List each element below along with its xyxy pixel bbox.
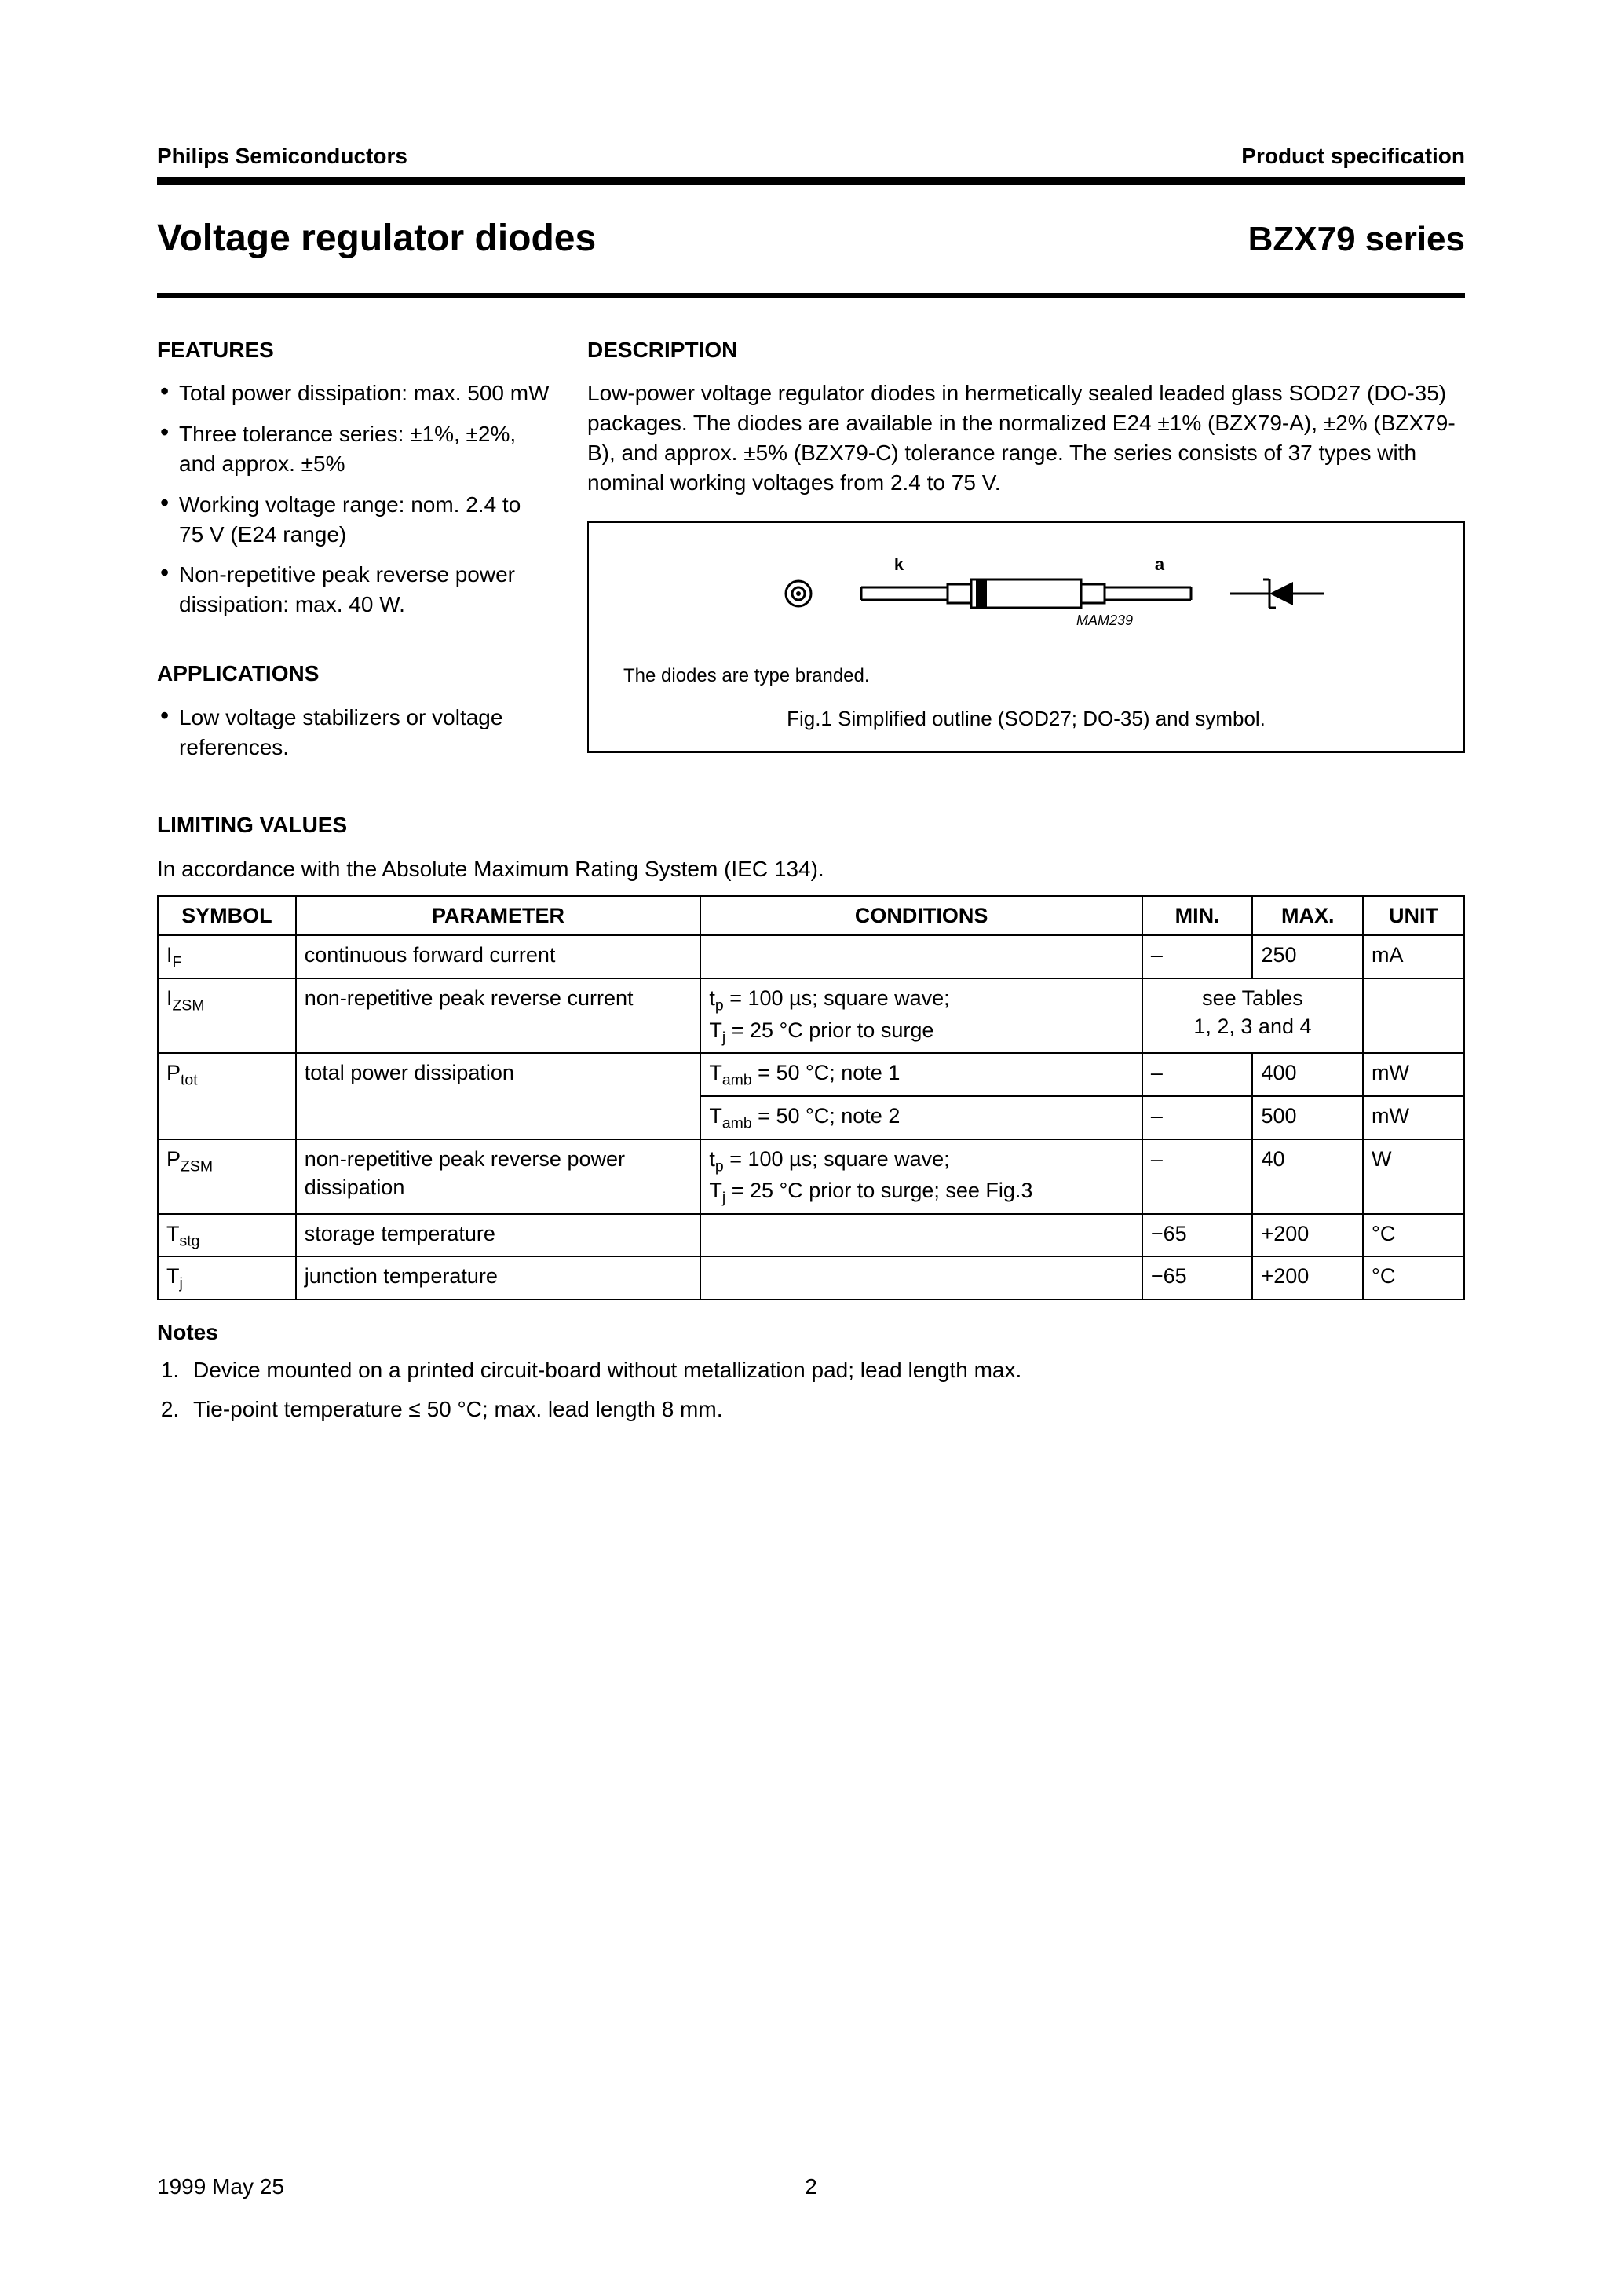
header-right: Product specification xyxy=(1241,141,1465,171)
cell-conditions xyxy=(700,1256,1142,1300)
cell-conditions xyxy=(700,1214,1142,1257)
cell-unit: °C xyxy=(1363,1256,1464,1300)
cell-min: – xyxy=(1142,1053,1253,1096)
cell-conditions xyxy=(700,935,1142,978)
cell-parameter: storage temperature xyxy=(296,1214,701,1257)
cell-max: +200 xyxy=(1252,1214,1363,1257)
cell-conditions: Tamb = 50 °C; note 2 xyxy=(700,1096,1142,1139)
figure-note: The diodes are type branded. xyxy=(623,664,1445,689)
list-item: Tie-point temperature ≤ 50 °C; max. lead… xyxy=(185,1395,1465,1424)
cell-max: 400 xyxy=(1252,1053,1363,1096)
table-row: PZSMnon-repetitive peak reverse power di… xyxy=(158,1139,1464,1214)
rule-top xyxy=(157,177,1465,185)
cell-min: – xyxy=(1142,935,1253,978)
cell-unit: W xyxy=(1363,1139,1464,1214)
list-item: Working voltage range: nom. 2.4 to 75 V … xyxy=(157,490,550,550)
list-item: Non-repetitive peak reverse power dissip… xyxy=(157,560,550,620)
notes-list: Device mounted on a printed circuit-boar… xyxy=(157,1355,1465,1424)
cell-unit: mW xyxy=(1363,1053,1464,1096)
list-item: Total power dissipation: max. 500 mW xyxy=(157,378,550,408)
table-row: Tstgstorage temperature −65+200°C xyxy=(158,1214,1464,1257)
cell-parameter: non-repetitive peak reverse power dissip… xyxy=(296,1139,701,1214)
svg-text:k: k xyxy=(894,554,904,574)
applications-heading: APPLICATIONS xyxy=(157,659,550,689)
diode-outline-diagram: k a xyxy=(720,547,1332,633)
cell-max: 40 xyxy=(1252,1139,1363,1214)
page-title: Voltage regulator diodes xyxy=(157,214,596,265)
cell-conditions: Tamb = 50 °C; note 1 xyxy=(700,1053,1142,1096)
cell-parameter: non-repetitive peak reverse current xyxy=(296,978,701,1053)
svg-text:a: a xyxy=(1155,554,1165,574)
cell-unit: °C xyxy=(1363,1214,1464,1257)
features-list: Total power dissipation: max. 500 mW Thr… xyxy=(157,378,550,620)
list-item: Three tolerance series: ±1%, ±2%, and ap… xyxy=(157,419,550,479)
th-unit: UNIT xyxy=(1363,896,1464,935)
limiting-heading: LIMITING VALUES xyxy=(157,810,1465,840)
th-max: MAX. xyxy=(1252,896,1363,935)
cell-min: – xyxy=(1142,1096,1253,1139)
th-min: MIN. xyxy=(1142,896,1253,935)
table-row: IFcontinuous forward current –250mA xyxy=(158,935,1464,978)
description-heading: DESCRIPTION xyxy=(587,335,1465,365)
th-symbol: SYMBOL xyxy=(158,896,296,935)
limiting-table: SYMBOL PARAMETER CONDITIONS MIN. MAX. UN… xyxy=(157,895,1465,1300)
th-parameter: PARAMETER xyxy=(296,896,701,935)
footer-page: 2 xyxy=(805,2172,817,2202)
table-row: Ptottotal power dissipationTamb = 50 °C;… xyxy=(158,1053,1464,1096)
cell-max: 250 xyxy=(1252,935,1363,978)
cell-symbol: Ptot xyxy=(158,1053,296,1139)
cell-min: −65 xyxy=(1142,1214,1253,1257)
cell-conditions: tp = 100 µs; square wave;Tj = 25 °C prio… xyxy=(700,978,1142,1053)
footer-date: 1999 May 25 xyxy=(157,2172,284,2202)
page-series: BZX79 series xyxy=(1248,216,1465,262)
table-row: Tjjunction temperature −65+200°C xyxy=(158,1256,1464,1300)
table-row: IZSMnon-repetitive peak reverse currentt… xyxy=(158,978,1464,1053)
cell-symbol: IZSM xyxy=(158,978,296,1053)
cell-parameter: junction temperature xyxy=(296,1256,701,1300)
list-item: Low voltage stabilizers or voltage refer… xyxy=(157,703,550,762)
th-conditions: CONDITIONS xyxy=(700,896,1142,935)
applications-list: Low voltage stabilizers or voltage refer… xyxy=(157,703,550,762)
notes-heading: Notes xyxy=(157,1318,1465,1347)
cell-unit: mA xyxy=(1363,935,1464,978)
cell-unit: mW xyxy=(1363,1096,1464,1139)
list-item: Device mounted on a printed circuit-boar… xyxy=(185,1355,1465,1385)
features-heading: FEATURES xyxy=(157,335,550,365)
figure-box: k a xyxy=(587,521,1465,753)
cell-max: +200 xyxy=(1252,1256,1363,1300)
cell-symbol: Tj xyxy=(158,1256,296,1300)
header-left: Philips Semiconductors xyxy=(157,141,407,171)
cell-symbol: IF xyxy=(158,935,296,978)
cell-minmax-span: see Tables1, 2, 3 and 4 xyxy=(1142,978,1363,1053)
figure-code: MAM239 xyxy=(1076,612,1133,628)
description-text: Low-power voltage regulator diodes in he… xyxy=(587,378,1465,497)
figure-caption: Fig.1 Simplified outline (SOD27; DO-35) … xyxy=(608,705,1445,733)
limiting-sub: In accordance with the Absolute Maximum … xyxy=(157,854,1465,884)
cell-conditions: tp = 100 µs; square wave;Tj = 25 °C prio… xyxy=(700,1139,1142,1214)
cell-min: – xyxy=(1142,1139,1253,1214)
cell-parameter: total power dissipation xyxy=(296,1053,701,1139)
cell-symbol: Tstg xyxy=(158,1214,296,1257)
cell-min: −65 xyxy=(1142,1256,1253,1300)
cell-unit xyxy=(1363,978,1464,1053)
cell-symbol: PZSM xyxy=(158,1139,296,1214)
cell-max: 500 xyxy=(1252,1096,1363,1139)
cell-parameter: continuous forward current xyxy=(296,935,701,978)
